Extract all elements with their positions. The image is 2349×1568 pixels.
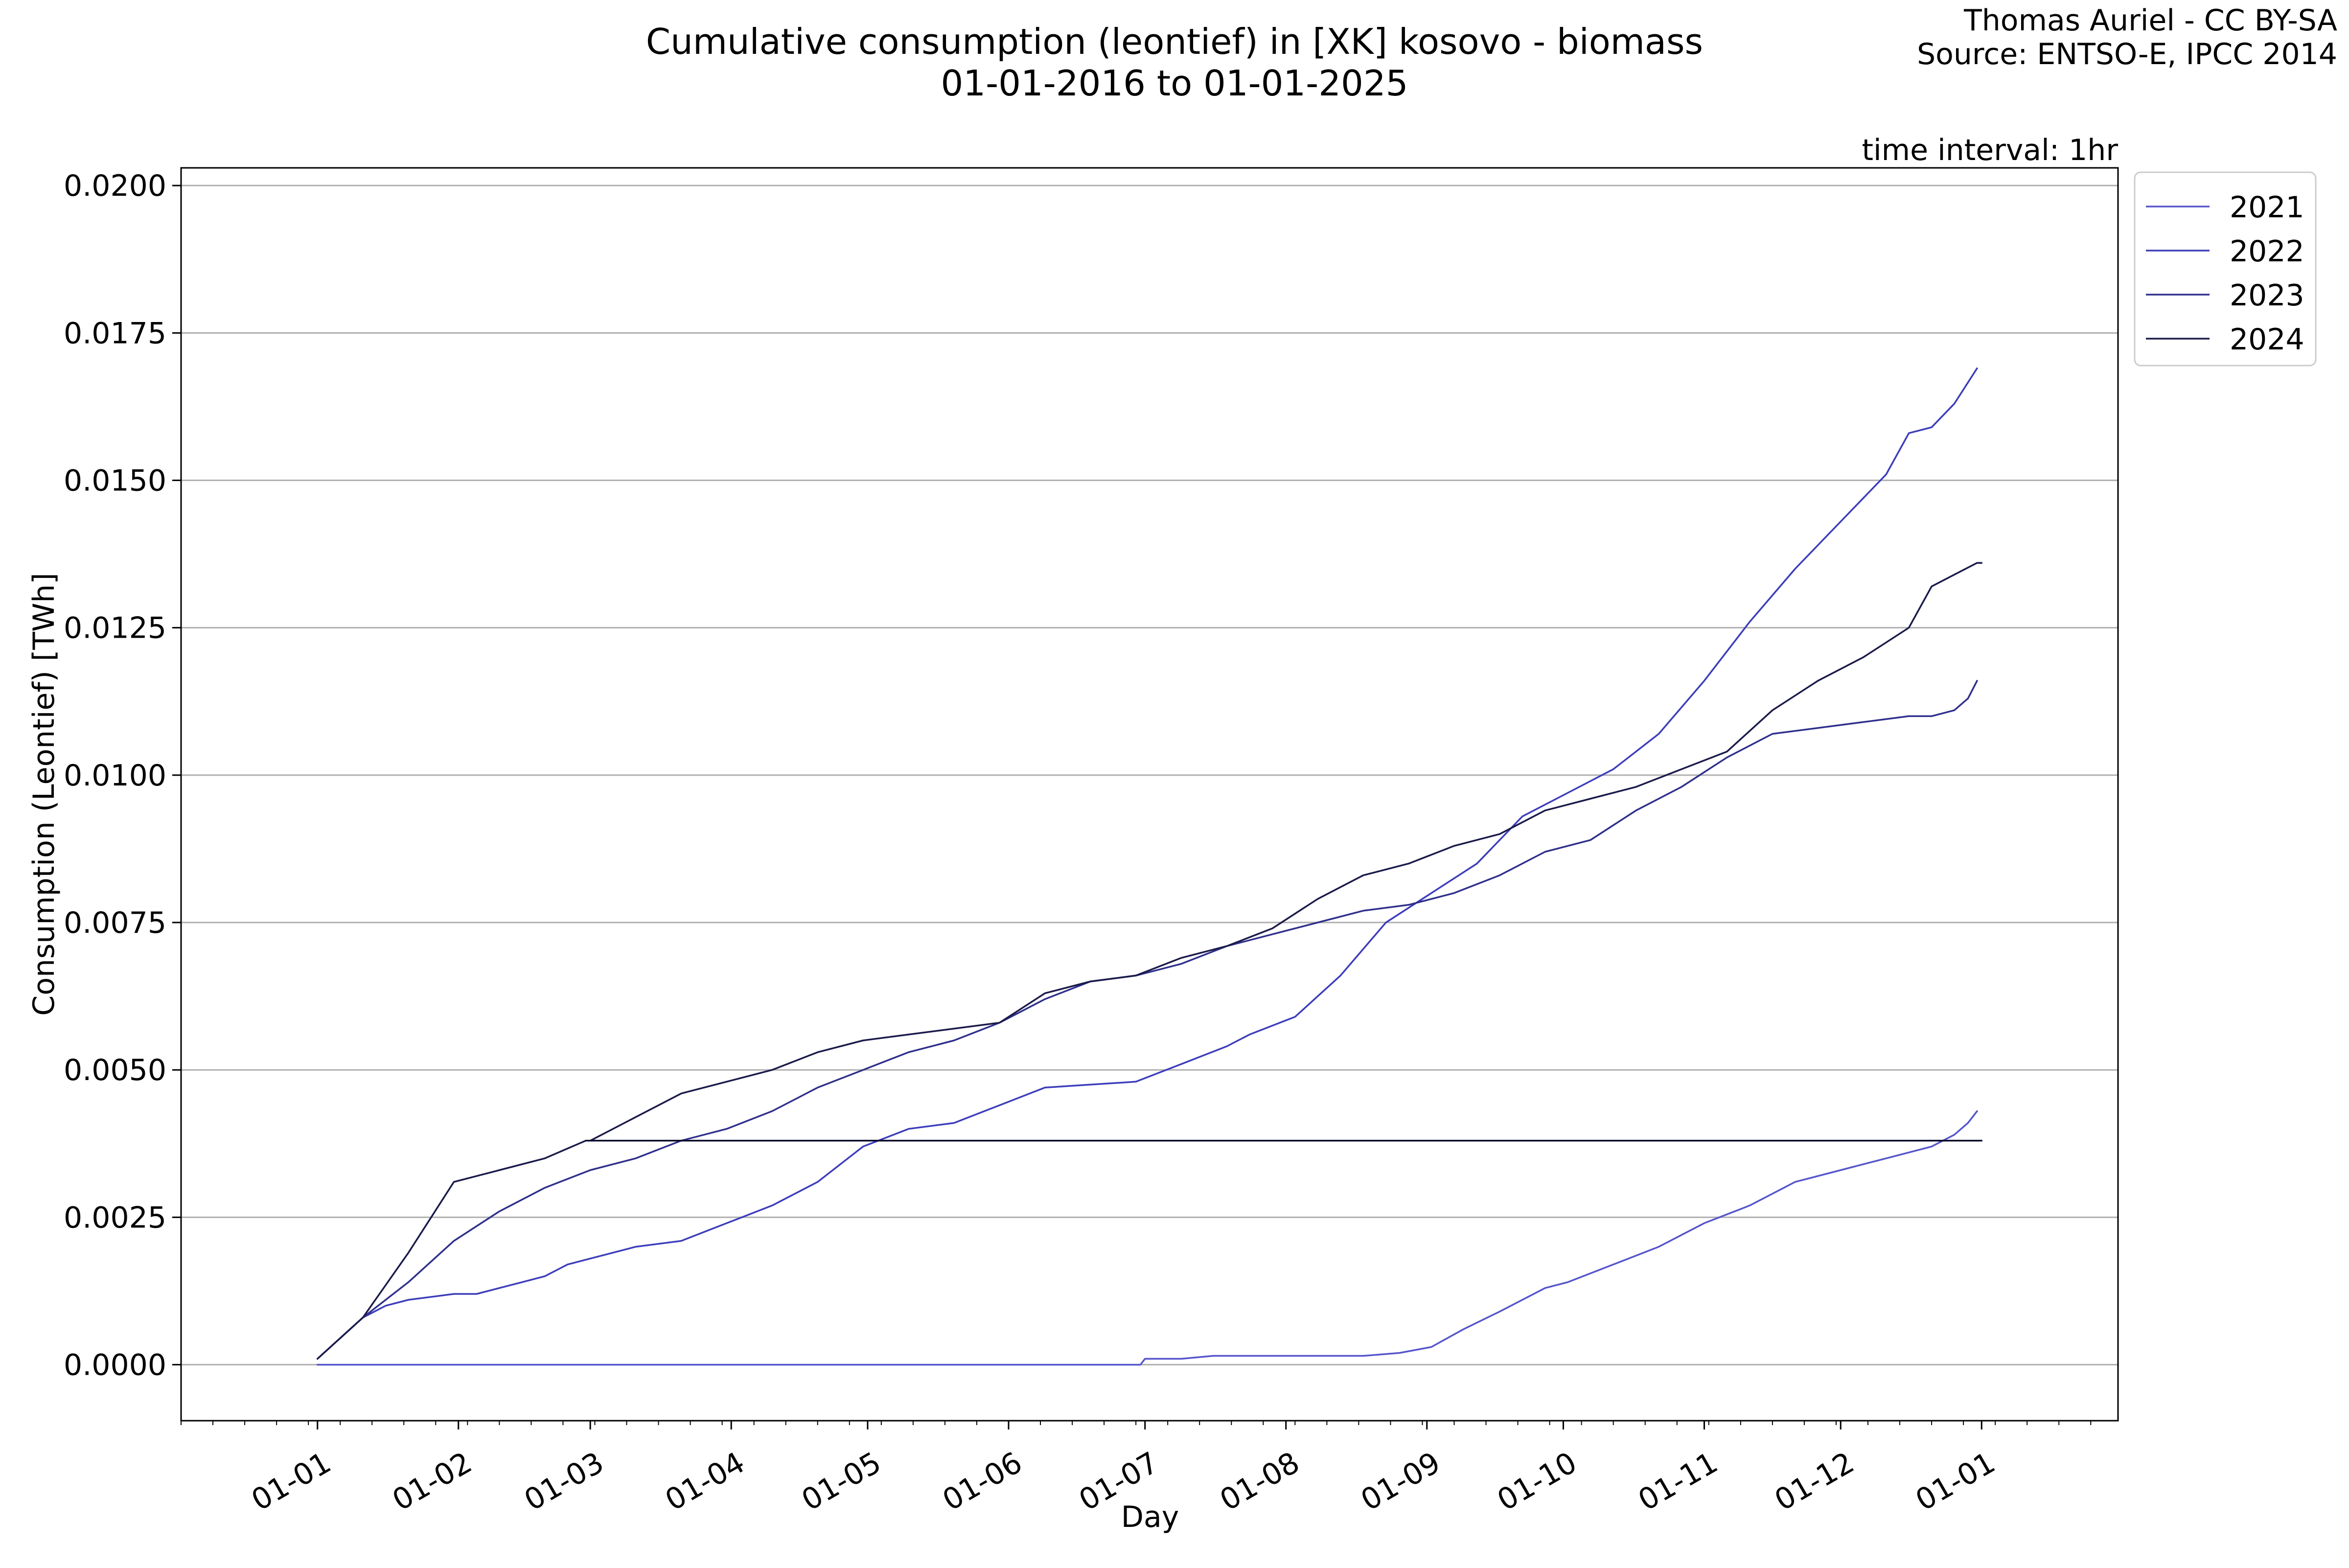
y-tick-label: 0.0075 — [64, 906, 166, 940]
source-text: Source: ENTSO-E, IPCC 2014 — [1917, 37, 2337, 71]
legend-frame — [2134, 171, 2317, 367]
series-group — [316, 367, 1983, 1366]
chart-subtitle: 01-01-2016 to 01-01-2025 — [941, 63, 1408, 104]
legend-label: 2023 — [2230, 278, 2304, 313]
legend-label: 2022 — [2230, 234, 2304, 269]
credit-text: Thomas Auriel - CC BY-SA — [1963, 3, 2337, 38]
y-tick-label: 0.0125 — [64, 611, 166, 646]
y-tick-label: 0.0175 — [64, 316, 166, 350]
y-tick-label: 0.0025 — [64, 1200, 166, 1235]
interval-note: time interval: 1hr — [1862, 133, 2118, 167]
chart-title: Cumulative consumption (leontief) in [XK… — [646, 21, 1703, 62]
y-tick-label: 0.0000 — [64, 1348, 166, 1383]
series-line-2021 — [316, 1110, 1978, 1366]
y-tick-label: 0.0150 — [64, 463, 166, 498]
y-axis: 0.0000 0.0025 0.0050 0.0075 0.0100 0.0125 0.01… — [64, 169, 181, 1383]
series-line-2022 — [316, 367, 1978, 1360]
legend-label: 2021 — [2230, 190, 2304, 225]
plot-frame — [180, 167, 2119, 1422]
y-tick-label: 0.0200 — [64, 169, 166, 203]
x-axis-label: Day — [1121, 1500, 1179, 1534]
y-tick-label: 0.0050 — [64, 1053, 166, 1087]
legend: 2021 2022 2023 2024 — [2134, 171, 2317, 367]
y-tick-label: 0.0100 — [64, 759, 166, 793]
y-axis-label: Consumption (Leontief) [TWh] — [27, 573, 61, 1015]
series-line-2023 — [316, 680, 1978, 1360]
grid — [181, 184, 2118, 1366]
legend-label: 2024 — [2230, 323, 2304, 357]
